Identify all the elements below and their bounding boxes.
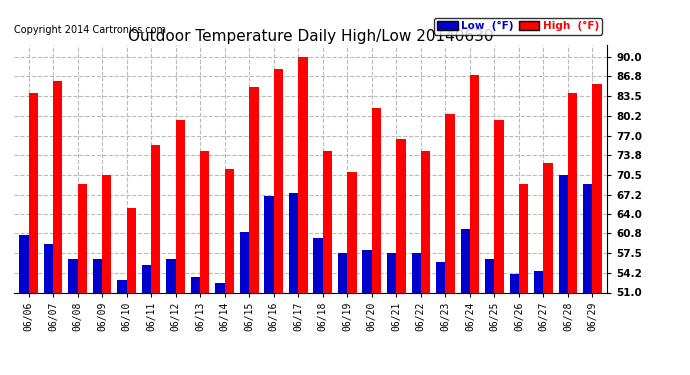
Bar — [445, 114, 455, 375]
Bar — [151, 145, 161, 375]
Bar — [43, 244, 53, 375]
Bar — [19, 235, 28, 375]
Bar — [338, 253, 347, 375]
Bar — [544, 163, 553, 375]
Bar — [460, 229, 470, 375]
Bar — [519, 184, 529, 375]
Bar — [313, 238, 323, 375]
Bar — [102, 175, 111, 375]
Bar — [166, 259, 176, 375]
Bar — [176, 120, 185, 375]
Bar — [240, 232, 249, 375]
Legend: Low  (°F), High  (°F): Low (°F), High (°F) — [434, 18, 602, 34]
Bar — [200, 151, 210, 375]
Bar — [126, 208, 136, 375]
Bar — [264, 196, 274, 375]
Title: Outdoor Temperature Daily High/Low 20140630: Outdoor Temperature Daily High/Low 20140… — [128, 29, 493, 44]
Bar — [372, 108, 381, 375]
Bar — [142, 266, 151, 375]
Bar — [68, 259, 77, 375]
Bar — [559, 175, 568, 375]
Bar — [28, 93, 38, 375]
Bar — [470, 75, 479, 375]
Bar — [215, 284, 225, 375]
Bar — [387, 253, 396, 375]
Bar — [298, 57, 308, 375]
Bar — [436, 262, 445, 375]
Bar — [411, 253, 421, 375]
Bar — [191, 278, 200, 375]
Bar — [347, 172, 357, 375]
Text: Copyright 2014 Cartronics.com: Copyright 2014 Cartronics.com — [14, 25, 166, 35]
Bar — [225, 169, 234, 375]
Bar — [92, 259, 102, 375]
Bar — [593, 84, 602, 375]
Bar — [421, 151, 430, 375]
Bar — [396, 139, 406, 375]
Bar — [568, 93, 578, 375]
Bar — [249, 87, 259, 375]
Bar — [53, 81, 62, 375]
Bar — [323, 151, 332, 375]
Bar — [274, 69, 283, 375]
Bar — [495, 120, 504, 375]
Bar — [534, 272, 544, 375]
Bar — [289, 193, 298, 375]
Bar — [583, 184, 593, 375]
Bar — [485, 259, 495, 375]
Bar — [117, 280, 126, 375]
Bar — [510, 274, 519, 375]
Bar — [362, 250, 372, 375]
Bar — [77, 184, 87, 375]
